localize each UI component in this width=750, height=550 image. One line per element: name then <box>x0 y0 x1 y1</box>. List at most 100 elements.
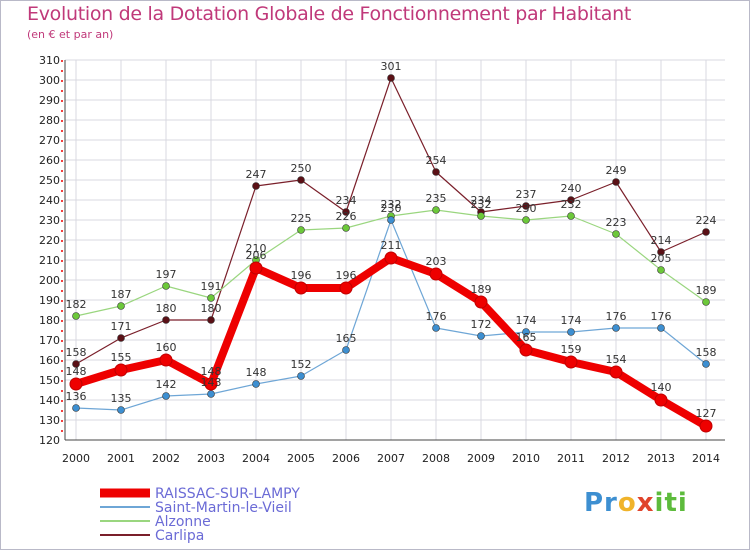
data-point <box>432 324 440 332</box>
data-label: 143 <box>201 376 222 389</box>
data-label: 230 <box>381 202 402 215</box>
data-point <box>477 332 485 340</box>
data-point <box>72 360 80 368</box>
x-tick-label: 2013 <box>647 452 675 465</box>
x-tick-label: 2012 <box>602 452 630 465</box>
data-point <box>657 248 665 256</box>
data-point <box>204 377 218 391</box>
data-point <box>249 261 263 275</box>
legend-label: Saint-Martin-le-Vieil <box>155 500 292 516</box>
data-label: 165 <box>516 331 537 344</box>
proxiti-logo: Proxiti <box>584 488 688 518</box>
data-label: 158 <box>66 346 87 359</box>
data-point <box>519 343 533 357</box>
data-point <box>564 355 578 369</box>
data-label: 203 <box>426 255 447 268</box>
data-label: 176 <box>651 310 672 323</box>
chart-title: Evolution de la Dotation Globale de Fonc… <box>27 3 632 25</box>
data-label: 159 <box>561 343 582 356</box>
data-point <box>384 251 398 265</box>
data-label: 191 <box>201 280 222 293</box>
y-tick-label: 290 <box>39 94 60 107</box>
data-label: 172 <box>471 318 492 331</box>
data-point <box>339 281 353 295</box>
data-label: 234 <box>471 194 492 207</box>
data-label: 176 <box>426 310 447 323</box>
y-tick-label: 270 <box>39 134 60 147</box>
legend: RAISSAC-SUR-LAMPYSaint-Martin-le-VieilAl… <box>100 486 300 544</box>
y-tick-label: 130 <box>39 414 60 427</box>
data-label: 180 <box>156 302 177 315</box>
data-point <box>699 419 713 433</box>
data-point <box>297 226 305 234</box>
data-point <box>432 168 440 176</box>
data-label: 196 <box>336 269 357 282</box>
data-labels: 158 171 180 180 247 250 234 301 254 234 237 240 249 2… <box>66 60 717 420</box>
x-tick-label: 2006 <box>332 452 360 465</box>
data-point <box>522 202 530 210</box>
data-point <box>114 363 128 377</box>
data-point <box>159 353 173 367</box>
y-tick-label: 210 <box>39 254 60 267</box>
data-label: 250 <box>291 162 312 175</box>
data-label: 189 <box>471 283 492 296</box>
data-point <box>654 393 668 407</box>
y-tick-label: 190 <box>39 294 60 307</box>
legend-label: RAISSAC-SUR-LAMPY <box>155 486 300 502</box>
x-tick-label: 2005 <box>287 452 315 465</box>
x-tick-label: 2014 <box>692 452 720 465</box>
data-label: 223 <box>606 216 627 229</box>
data-point <box>297 176 305 184</box>
data-point <box>207 294 215 302</box>
data-label: 165 <box>336 332 357 345</box>
x-tick-label: 2003 <box>197 452 225 465</box>
data-point <box>612 178 620 186</box>
data-point <box>297 372 305 380</box>
x-tick-label: 2002 <box>152 452 180 465</box>
data-label: 140 <box>651 381 672 394</box>
x-tick-label: 2010 <box>512 452 540 465</box>
series-group <box>69 74 713 433</box>
grid-lines <box>65 59 725 441</box>
data-label: 254 <box>426 154 447 167</box>
data-point <box>252 182 260 190</box>
data-point <box>477 212 485 220</box>
data-label: 205 <box>651 252 672 265</box>
x-tick-label: 2009 <box>467 452 495 465</box>
data-point <box>522 328 530 336</box>
logo-part-3: x <box>636 488 655 518</box>
data-label: 127 <box>696 407 717 420</box>
data-label: 160 <box>156 341 177 354</box>
y-tick-label: 120 <box>39 434 60 447</box>
y-tick-label: 170 <box>39 334 60 347</box>
data-label: 148 <box>66 365 87 378</box>
data-label: 158 <box>696 346 717 359</box>
y-tick-label: 230 <box>39 214 60 227</box>
x-tick-label: 2011 <box>557 452 585 465</box>
axes: 120 130 140 150 160 170 180 190 200 210 220 230 240 2… <box>39 54 725 465</box>
data-label: 176 <box>606 310 627 323</box>
data-point <box>162 316 170 324</box>
data-point <box>429 267 443 281</box>
data-point <box>432 206 440 214</box>
data-point <box>207 316 215 324</box>
y-tick-label: 140 <box>39 394 60 407</box>
y-tick-label: 240 <box>39 194 60 207</box>
y-tick-label: 200 <box>39 274 60 287</box>
data-point <box>609 365 623 379</box>
data-label: 226 <box>336 210 357 223</box>
data-point <box>702 228 710 236</box>
data-point <box>207 390 215 398</box>
data-label: 148 <box>246 366 267 379</box>
data-label: 174 <box>561 314 582 327</box>
data-point <box>474 295 488 309</box>
data-point <box>117 334 125 342</box>
data-point <box>342 224 350 232</box>
data-point <box>612 230 620 238</box>
legend-label: Alzonne <box>155 514 211 530</box>
data-label: 206 <box>246 249 267 262</box>
data-label: 214 <box>651 234 672 247</box>
x-tick-label: 2000 <box>62 452 90 465</box>
data-label: 224 <box>696 214 717 227</box>
